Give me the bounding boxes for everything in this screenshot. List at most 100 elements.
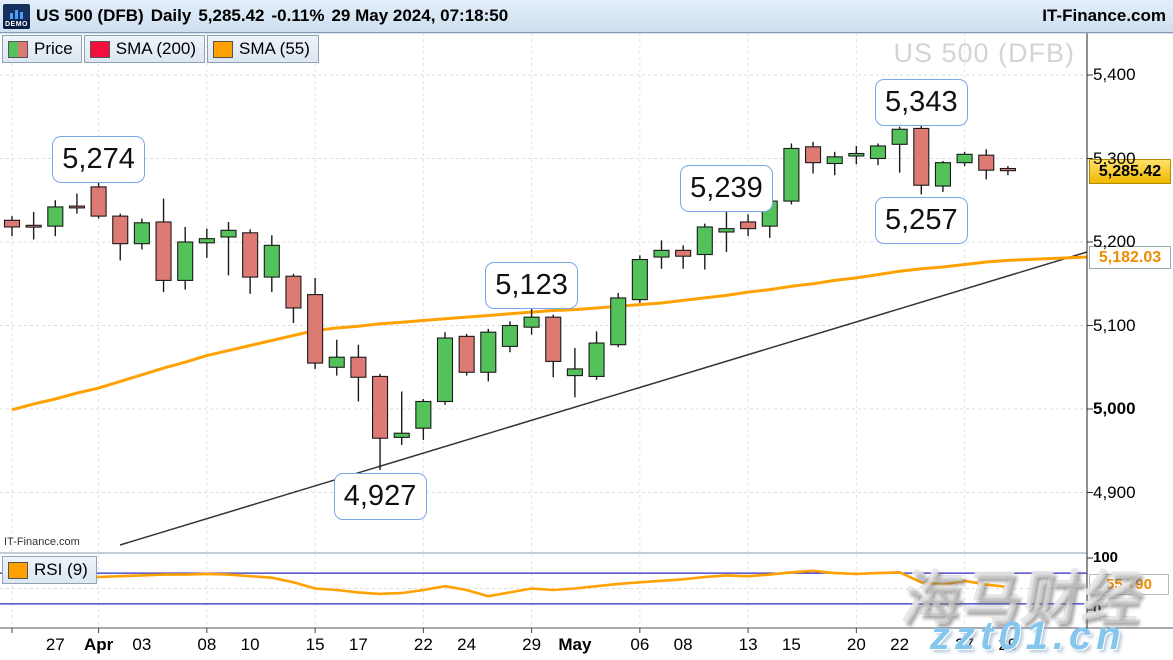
instrument-name: US 500 (DFB) <box>36 6 144 25</box>
x-axis-label: 08 <box>197 635 217 654</box>
candle-up[interactable] <box>501 324 519 347</box>
x-axis-label: 08 <box>673 635 693 654</box>
candle-up[interactable] <box>588 342 605 377</box>
candle-down[interactable] <box>307 294 324 364</box>
brand-link[interactable]: IT-Finance.com <box>1042 6 1166 25</box>
candle-up[interactable] <box>956 153 973 164</box>
candle-down[interactable] <box>25 224 42 228</box>
x-axis-label: 15 <box>781 635 801 654</box>
x-axis-label: 27 <box>45 635 65 654</box>
candle-up[interactable] <box>523 316 540 328</box>
candle-down[interactable] <box>804 146 822 164</box>
symbol-watermark: US 500 (DFB) <box>893 38 1075 68</box>
candle-up[interactable] <box>718 228 735 233</box>
candle-down[interactable] <box>913 127 930 186</box>
title-bar: DEMO US 500 (DFB) Daily 5,285.42 -0.11% … <box>0 0 1173 33</box>
rsi-axis-0-label: 0 <box>1093 601 1102 618</box>
legend-price-button[interactable]: Price <box>2 35 82 63</box>
x-axis-label: Apr <box>83 635 114 654</box>
candle-up[interactable] <box>696 226 713 256</box>
legend-sma55-button[interactable]: SMA (55) <box>207 35 319 63</box>
x-axis-label: 03 <box>132 635 152 654</box>
sma55-swatch-icon <box>213 40 234 58</box>
x-axis-label: 24 <box>457 635 477 654</box>
demo-badge-icon: DEMO <box>3 3 30 29</box>
candle-down[interactable] <box>90 186 107 217</box>
y-axis-label: 5,000 <box>1093 399 1136 418</box>
x-axis-label: 22 <box>413 635 433 654</box>
x-axis-label: 10 <box>240 635 260 654</box>
candle-down[interactable] <box>458 335 475 373</box>
candle-up[interactable] <box>891 128 908 145</box>
candle-up[interactable] <box>47 206 64 227</box>
candle-down[interactable] <box>350 356 367 378</box>
rsi-swatch-icon <box>8 561 28 579</box>
candle-down[interactable] <box>545 316 562 362</box>
candle-down[interactable] <box>3 219 21 228</box>
candle-up[interactable] <box>826 156 843 165</box>
candle-up[interactable] <box>631 258 648 301</box>
candle-up[interactable] <box>415 400 432 429</box>
candle-down[interactable] <box>242 232 259 278</box>
mini-candlestick-icon <box>10 9 23 19</box>
candle-down[interactable] <box>285 275 302 309</box>
y-axis-label: 5,200 <box>1093 232 1136 251</box>
x-axis-label: 13 <box>738 635 758 654</box>
legend-price-label: Price <box>34 39 73 58</box>
x-axis-label: 17 <box>348 635 368 654</box>
x-axis-label: 22 <box>890 635 910 654</box>
x-axis-label: 15 <box>305 635 325 654</box>
sma55-line <box>11 255 1088 412</box>
legend-sma200-button[interactable]: SMA (200) <box>83 35 206 63</box>
rsi-line <box>12 569 1009 598</box>
candle-down[interactable] <box>68 205 85 209</box>
last-price-axis-tag: 5,285.42 <box>1089 158 1171 184</box>
candle-down[interactable] <box>999 167 1016 172</box>
sma55-axis-tag: 5,182.03 <box>1089 246 1171 269</box>
timeframe-label: Daily <box>150 6 192 25</box>
candle-up[interactable] <box>869 145 887 160</box>
candle-up[interactable] <box>198 238 215 244</box>
quote-datetime: 29 May 2024, 07:18:50 <box>331 6 509 25</box>
candle-up[interactable] <box>220 229 237 238</box>
candle-up[interactable] <box>653 249 670 258</box>
price-callout: 5,343 <box>874 78 968 126</box>
price-callout: 5,274 <box>52 136 146 184</box>
y-axis-label: 5,400 <box>1093 65 1136 84</box>
candle-down[interactable] <box>675 249 692 257</box>
sma200-swatch-icon <box>89 40 110 58</box>
price-callout: 5,123 <box>485 262 579 310</box>
legend-rsi-button[interactable]: RSI (9) <box>2 556 97 584</box>
candle-up[interactable] <box>263 244 280 278</box>
support-trendline <box>119 251 1088 546</box>
change-percent-text: -0.11% <box>271 6 325 25</box>
candle-up[interactable] <box>436 337 454 403</box>
candle-up[interactable] <box>566 368 583 377</box>
x-axis-label: 27 <box>955 635 975 654</box>
candle-up[interactable] <box>934 162 952 187</box>
candle-up[interactable] <box>393 432 410 438</box>
candle-up[interactable] <box>328 356 345 368</box>
candle-down[interactable] <box>740 221 757 230</box>
x-axis-label: 29 <box>998 635 1018 654</box>
y-axis-label: 5,300 <box>1093 148 1136 168</box>
legend-sma55-label: SMA (55) <box>239 39 310 58</box>
price-callout: 5,239 <box>679 165 773 213</box>
price-callout: 4,927 <box>333 472 427 520</box>
cn-watermark-url: zzt01.cn <box>930 614 1126 658</box>
candle-up[interactable] <box>783 147 800 202</box>
candle-down[interactable] <box>371 375 389 439</box>
rsi-axis-100-label: 100 <box>1093 549 1119 566</box>
candle-down[interactable] <box>978 154 995 171</box>
x-axis-label: May <box>558 635 592 654</box>
candle-up[interactable] <box>480 331 497 373</box>
candle-up[interactable] <box>848 152 865 157</box>
candle-up[interactable] <box>133 222 150 245</box>
candle-down[interactable] <box>112 215 129 245</box>
rsi-value-axis-tag: 55.790 <box>1089 574 1169 596</box>
candle-down[interactable] <box>155 221 172 281</box>
candle-up[interactable] <box>177 241 194 281</box>
candle-up[interactable] <box>610 297 627 346</box>
